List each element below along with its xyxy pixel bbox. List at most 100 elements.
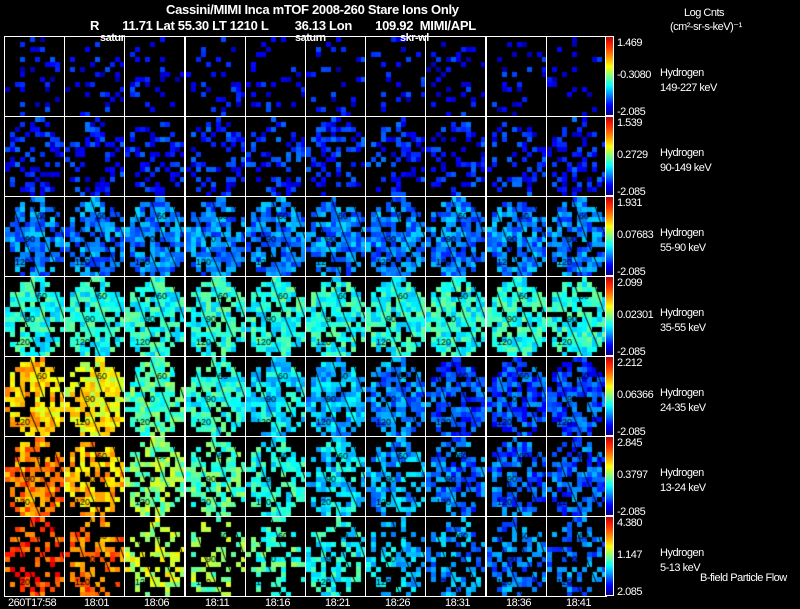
image-panel [486, 36, 547, 117]
colorbar-min-label: -2.085 [617, 426, 646, 438]
units-label-2: (cm²-sr-s-keV)⁻¹ [670, 21, 742, 33]
intensity-image [186, 197, 245, 276]
intensity-image [186, 437, 245, 516]
image-panel [64, 356, 125, 437]
intensity-image [426, 197, 485, 276]
intensity-image [366, 277, 425, 356]
time-tick-label: 18:11 [205, 597, 230, 609]
image-panel [64, 116, 125, 197]
time-tick-label: 18:06 [144, 597, 170, 609]
colorbar-mid-label: 1.147 [617, 549, 643, 561]
image-panel [245, 516, 306, 597]
image-panel [305, 196, 366, 277]
intensity-image [306, 517, 365, 596]
intensity-image [5, 517, 64, 596]
image-panel [64, 436, 125, 517]
intensity-image [426, 277, 485, 356]
image-panel [64, 196, 125, 277]
image-panel [425, 516, 486, 597]
time-tick-label: 18:41 [566, 597, 592, 609]
time-tick-label: 18:16 [265, 597, 291, 609]
intensity-image [306, 277, 365, 356]
image-panel [245, 436, 306, 517]
intensity-image [65, 357, 124, 436]
colorbar-mid-label: 0.02301 [617, 309, 654, 321]
image-panel [185, 116, 246, 197]
intensity-image [487, 277, 546, 356]
image-panel [245, 196, 306, 277]
image-panel [185, 356, 246, 437]
image-panel [425, 116, 486, 197]
species-label: Hydrogen [660, 147, 704, 159]
intensity-image [125, 437, 184, 516]
intensity-image [5, 37, 64, 116]
intensity-image [547, 197, 606, 276]
image-panel [486, 436, 547, 517]
intensity-image [426, 437, 485, 516]
intensity-image [487, 197, 546, 276]
image-panel [425, 276, 486, 357]
footer-note: B-field Particle Flow [700, 572, 787, 584]
colorbar [605, 436, 614, 516]
image-panel [124, 196, 185, 277]
colorbar-max-label: 2.212 [617, 357, 643, 369]
image-panel [425, 436, 486, 517]
image-panel [124, 36, 185, 117]
intensity-image [487, 117, 546, 196]
image-panel [124, 116, 185, 197]
energy-range-label: 24-35 keV [660, 402, 706, 414]
intensity-image [186, 277, 245, 356]
time-tick-label: 18:21 [325, 597, 351, 609]
image-panel [245, 276, 306, 357]
colorbar-min-label: -2.085 [617, 106, 646, 118]
image-panel [185, 516, 246, 597]
intensity-image [306, 117, 365, 196]
intensity-image [65, 517, 124, 596]
species-label: Hydrogen [660, 307, 704, 319]
overlay-label: satur [100, 32, 125, 44]
time-tick-label: 18:31 [445, 597, 471, 609]
colorbar [605, 516, 614, 596]
energy-range-label: 13-24 keV [660, 482, 706, 494]
image-panel [185, 36, 246, 117]
intensity-image [125, 357, 184, 436]
image-panel [305, 356, 366, 437]
intensity-image [186, 357, 245, 436]
species-label: Hydrogen [660, 547, 704, 559]
units-label: Log Cnts [684, 7, 725, 19]
intensity-image [306, 197, 365, 276]
intensity-image [5, 277, 64, 356]
time-tick-label: 18:36 [506, 597, 532, 609]
colorbar [605, 36, 614, 116]
energy-range-label: 90-149 keV [660, 162, 712, 174]
image-panel [425, 196, 486, 277]
colorbar [605, 356, 614, 436]
intensity-image [125, 517, 184, 596]
overlay-label: saturn [295, 32, 326, 44]
overlay-label: skr-wl [400, 32, 429, 44]
intensity-image [487, 517, 546, 596]
colorbar-max-label: 1.539 [617, 117, 643, 129]
intensity-image [65, 277, 124, 356]
image-panel [365, 356, 426, 437]
intensity-image [547, 117, 606, 196]
intensity-image [246, 37, 305, 116]
colorbar [605, 116, 614, 196]
image-panel [425, 356, 486, 437]
species-label: Hydrogen [660, 467, 704, 479]
image-panel [365, 196, 426, 277]
intensity-image [426, 37, 485, 116]
intensity-image [246, 197, 305, 276]
image-panel [124, 516, 185, 597]
image-panel [64, 36, 125, 117]
intensity-image [426, 357, 485, 436]
intensity-image [306, 357, 365, 436]
image-panel [486, 116, 547, 197]
colorbar-mid-label: 0.2729 [617, 149, 648, 161]
intensity-image [5, 357, 64, 436]
image-panel [305, 516, 366, 597]
time-tick-label: 18:26 [385, 597, 411, 609]
intensity-image [65, 437, 124, 516]
image-panel [305, 116, 366, 197]
intensity-image [65, 197, 124, 276]
